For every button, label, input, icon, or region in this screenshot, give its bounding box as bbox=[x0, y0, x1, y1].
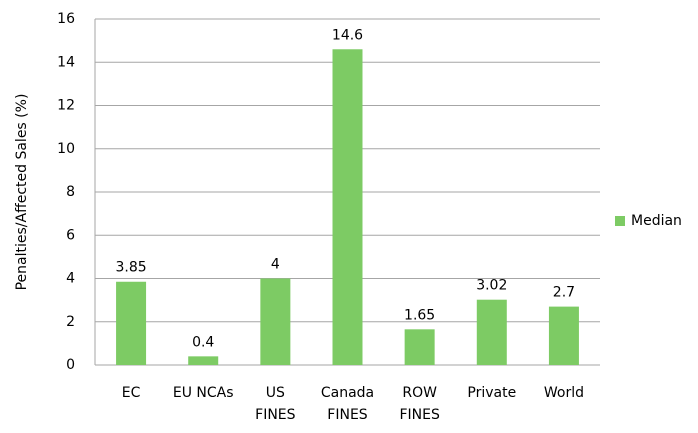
y-tick-label: 16 bbox=[57, 11, 75, 27]
y-tick-label: 8 bbox=[66, 184, 75, 200]
y-axis-label: Penalties/Affected Sales (%) bbox=[14, 94, 30, 291]
bar bbox=[116, 281, 147, 365]
y-tick-label: 14 bbox=[57, 54, 75, 70]
legend-swatch bbox=[615, 216, 625, 226]
x-tick-label: World bbox=[544, 385, 584, 401]
data-label: 2.7 bbox=[553, 285, 575, 301]
data-label: 3.85 bbox=[115, 260, 146, 276]
y-tick-label: 4 bbox=[66, 271, 75, 287]
bar bbox=[404, 329, 435, 365]
x-tick-label: Private bbox=[467, 385, 516, 401]
data-label: 4 bbox=[271, 257, 280, 273]
bar bbox=[548, 306, 579, 365]
data-label: 14.6 bbox=[332, 27, 363, 43]
x-tick-label: EU NCAs bbox=[173, 385, 234, 401]
y-tick-label: 10 bbox=[57, 141, 75, 157]
x-tick-label: US FINES bbox=[255, 385, 296, 423]
data-label: 0.4 bbox=[192, 334, 214, 350]
data-label: 3.02 bbox=[476, 278, 507, 294]
bar bbox=[476, 299, 507, 365]
y-tick-label: 12 bbox=[57, 98, 75, 114]
bar bbox=[260, 278, 291, 365]
x-tick-label: Canada FINES bbox=[321, 385, 374, 423]
data-label: 1.65 bbox=[404, 307, 435, 323]
y-tick-label: 6 bbox=[66, 227, 75, 243]
x-tick-label: EC bbox=[122, 385, 141, 401]
legend-label: Median bbox=[631, 213, 682, 229]
y-tick-label: 0 bbox=[66, 357, 75, 373]
bar bbox=[188, 356, 219, 365]
bar bbox=[332, 49, 363, 366]
x-tick-label: ROW FINES bbox=[399, 385, 440, 423]
y-tick-label: 2 bbox=[66, 314, 75, 330]
